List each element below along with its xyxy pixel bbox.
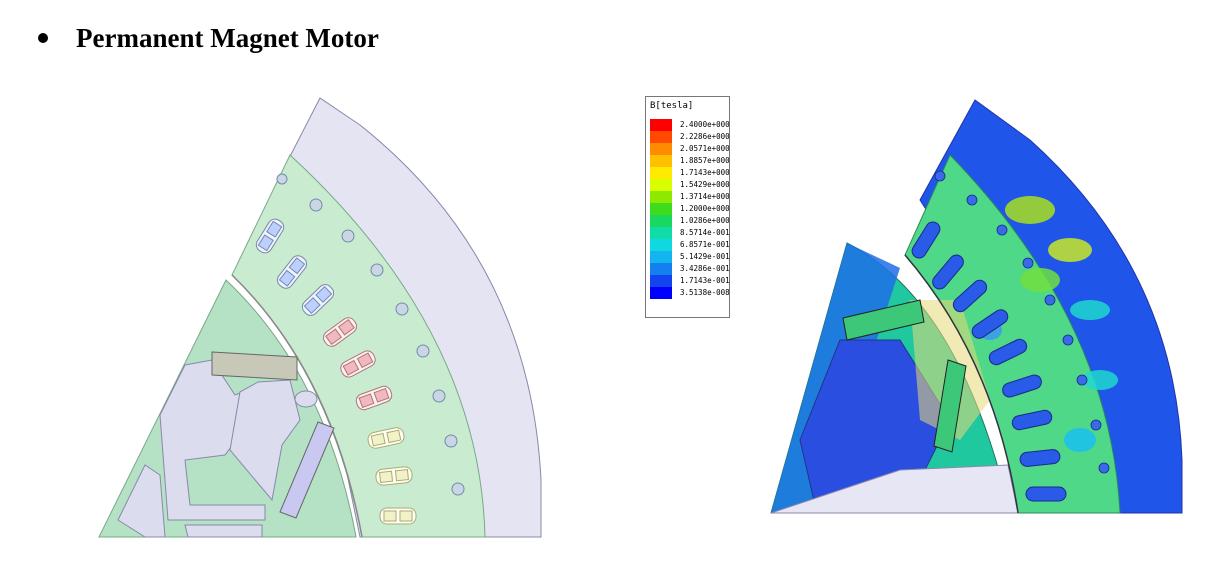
legend-entry: 2.4000e+000 (650, 119, 730, 131)
legend-swatch (650, 287, 672, 299)
stator-slots (255, 218, 417, 525)
legend-value: 1.7143e-001 (680, 276, 730, 285)
legend-value: 5.1429e-001 (680, 252, 730, 261)
legend-swatch (650, 167, 672, 179)
legend-title: B[tesla] (650, 101, 694, 111)
legend-entry: 1.3714e+000 (650, 191, 730, 203)
legend-entry: 6.8571e-001 (650, 239, 730, 251)
legend-swatch (650, 179, 672, 191)
legend-swatch (650, 191, 672, 203)
legend-entry: 1.7143e-001 (650, 275, 730, 287)
legend-swatch (650, 215, 672, 227)
legend-entry: 3.4286e-001 (650, 263, 730, 275)
legend-value: 1.3714e+000 (680, 192, 730, 201)
legend-swatch (650, 143, 672, 155)
legend-value: 1.8857e+000 (680, 156, 730, 165)
legend-entry: 1.0286e+000 (650, 215, 730, 227)
section-heading: Permanent Magnet Motor (38, 18, 379, 58)
legend-swatch (650, 131, 672, 143)
legend-swatch (650, 275, 672, 287)
flux-density-legend: B[tesla] 2.4000e+000 2.2286e+000 2.0571e+0… (645, 96, 730, 318)
legend-value: 6.8571e-001 (680, 240, 730, 249)
bullet-icon (38, 33, 48, 43)
legend-value: 2.4000e+000 (680, 120, 730, 129)
legend-value: 1.2000e+000 (680, 204, 730, 213)
legend-value: 2.2286e+000 (680, 132, 730, 141)
legend-entry: 3.5138e-008 (650, 287, 730, 299)
legend-entry: 2.2286e+000 (650, 131, 730, 143)
legend-entry: 1.7143e+000 (650, 167, 730, 179)
legend-swatch (650, 239, 672, 251)
legend-swatch (650, 251, 672, 263)
legend-entry: 2.0571e+000 (650, 143, 730, 155)
legend-entry: 1.2000e+000 (650, 203, 730, 215)
legend-value: 1.0286e+000 (680, 216, 730, 225)
motor-geometry-diagram (98, 97, 542, 538)
legend-swatch (650, 227, 672, 239)
legend-entry: 1.8857e+000 (650, 155, 730, 167)
legend-value: 8.5714e-001 (680, 228, 730, 237)
legend-entry: 8.5714e-001 (650, 227, 730, 239)
legend-swatch (650, 119, 672, 131)
legend-swatch (650, 263, 672, 275)
flux-density-plot (770, 99, 1183, 514)
legend-entry: 1.5429e+000 (650, 179, 730, 191)
legend-value: 3.5138e-008 (680, 288, 730, 297)
legend-entry: 5.1429e-001 (650, 251, 730, 263)
legend-value: 2.0571e+000 (680, 144, 730, 153)
legend-value: 1.7143e+000 (680, 168, 730, 177)
legend-swatch (650, 155, 672, 167)
heading-text: Permanent Magnet Motor (76, 22, 379, 53)
legend-value: 1.5429e+000 (680, 180, 730, 189)
legend-swatch (650, 203, 672, 215)
legend-value: 3.4286e-001 (680, 264, 730, 273)
